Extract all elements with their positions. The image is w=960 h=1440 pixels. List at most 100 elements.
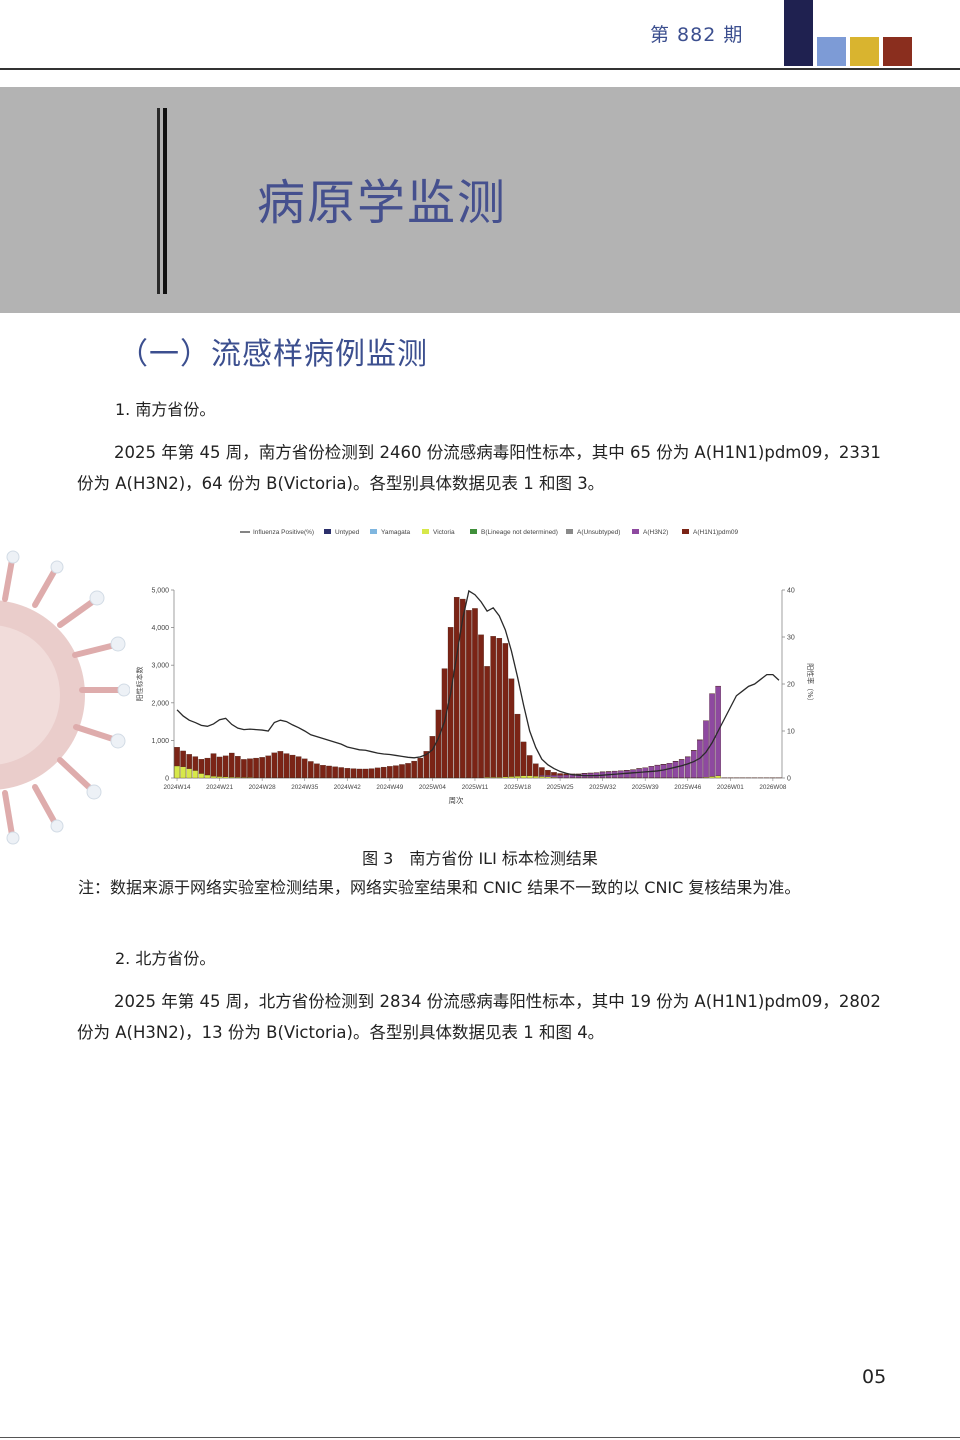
- virus-illustration: [0, 550, 130, 845]
- bar-segment: [684, 756, 691, 778]
- x-tick-label: 2024W14: [164, 784, 191, 791]
- legend-label: A(H1N1)pdm09: [693, 529, 739, 536]
- x-tick-label: 2024W49: [376, 784, 403, 791]
- bar-segment: [295, 756, 302, 778]
- bar-segment: [423, 751, 430, 778]
- bar-segment: [520, 775, 527, 779]
- bar-segment: [210, 753, 217, 777]
- header-rule: [0, 68, 960, 70]
- bar-segment: [545, 769, 551, 776]
- bar-segment: [526, 755, 533, 776]
- bar-segment: [672, 761, 679, 778]
- bar-segment: [180, 766, 186, 779]
- bar-segment: [216, 776, 223, 779]
- legend-label: Yamagata: [381, 529, 411, 536]
- x-axis-label: 周次: [449, 795, 464, 805]
- bar-segment: [314, 763, 320, 778]
- bar-segment: [447, 627, 454, 778]
- legend-swatch: [370, 529, 377, 534]
- bar-segment: [551, 775, 557, 778]
- bar-segment: [514, 713, 521, 777]
- south-paragraph: 2025 年第 45 周，南方省份检测到 2460 份流感病毒阳性标本，其中 6…: [77, 443, 881, 493]
- y-tick-label: 0: [165, 776, 169, 783]
- bar-segment: [399, 764, 405, 778]
- section-title: （一）流感样病例监测: [118, 337, 428, 372]
- y-axis-label: 阳性标本数: [135, 667, 144, 702]
- figure-note: 注：数据来源于网络实验室检测结果，网络实验室结果和 CNIC 结果不一致的以 C…: [78, 878, 801, 897]
- south-heading: 1. 南方省份。: [115, 400, 216, 419]
- legend-swatch: [566, 529, 573, 534]
- bar-segment: [216, 756, 223, 777]
- bar-segment: [228, 776, 235, 779]
- bar-segment: [466, 610, 472, 778]
- x-tick-label: 2024W28: [249, 784, 276, 791]
- bar-segment: [478, 634, 484, 778]
- bar-segment: [387, 766, 393, 778]
- bar-segment: [502, 776, 509, 779]
- legend-swatch: [470, 529, 477, 534]
- bar-segment: [241, 759, 247, 778]
- bar-segment: [709, 776, 715, 779]
- bar-segment: [678, 759, 685, 778]
- banner-bar: [157, 108, 160, 294]
- y-tick-label: 2,000: [151, 700, 169, 707]
- x-tick-label: 2026W08: [759, 784, 786, 791]
- bar-segment: [374, 767, 381, 778]
- bar-segment: [204, 774, 211, 779]
- legend-label: A(H3N2): [643, 529, 668, 536]
- y2-tick-label: 10: [787, 729, 795, 736]
- bar-segment: [356, 768, 363, 778]
- issue-number: 第 882 期: [650, 24, 744, 46]
- bar-segment: [472, 608, 478, 778]
- bar-segment: [259, 757, 265, 778]
- north-paragraph: 2025 年第 45 周，北方省份检测到 2834 份流感病毒阳性标本，其中 1…: [77, 992, 881, 1042]
- y-tick-label: 3,000: [151, 663, 169, 670]
- bar-segment: [453, 597, 460, 778]
- bar-segment: [180, 750, 186, 767]
- bar-segment: [301, 758, 308, 778]
- bar-segment: [308, 761, 314, 778]
- x-tick-label: 2025W32: [589, 784, 616, 791]
- bar-segment: [204, 757, 211, 776]
- bar-segment: [192, 756, 199, 771]
- bar-segment: [660, 764, 667, 778]
- bar-segment: [368, 768, 375, 778]
- bar-segment: [715, 775, 721, 779]
- bar-segment: [435, 709, 442, 778]
- bar-segment: [490, 636, 496, 778]
- bar-segment: [265, 755, 272, 778]
- x-tick-label: 2024W21: [206, 784, 233, 791]
- legend-label: Victoria: [433, 529, 455, 536]
- north-heading: 2. 北方省份。: [115, 949, 216, 968]
- bar-segment: [198, 773, 205, 779]
- legend-label: Untyped: [335, 529, 360, 536]
- color-block-brown: [883, 37, 912, 66]
- x-tick-label: 2025W04: [419, 784, 446, 791]
- bar-segment: [338, 767, 344, 778]
- banner-bar: [163, 108, 167, 294]
- bar-segment: [192, 770, 199, 779]
- y2-tick-label: 30: [787, 635, 795, 642]
- bar-segment: [417, 757, 424, 778]
- page-number: 05: [862, 1366, 887, 1388]
- legend-label: Influenza Positive(%): [253, 529, 314, 536]
- bar-segment: [277, 751, 284, 778]
- bar-segment: [380, 766, 387, 778]
- bar-segment: [551, 772, 557, 776]
- y-tick-label: 1,000: [151, 738, 169, 745]
- x-tick-label: 2025W46: [674, 784, 701, 791]
- bar-segment: [344, 768, 351, 778]
- bar-segment: [174, 765, 180, 779]
- bar-segment: [198, 759, 205, 774]
- legend-swatch: [682, 529, 689, 534]
- bar-segment: [460, 598, 466, 778]
- figure-caption: 图 3 南方省份 ILI 标本检测结果: [362, 849, 598, 868]
- legend-swatch: [324, 529, 331, 534]
- legend-swatch: [422, 529, 429, 534]
- bar-segment: [557, 775, 563, 778]
- bar-segment: [429, 736, 436, 778]
- x-tick-label: 2025W39: [632, 784, 659, 791]
- bar-segment: [502, 643, 509, 777]
- bar-segment: [222, 776, 229, 779]
- bar-segment: [411, 760, 417, 778]
